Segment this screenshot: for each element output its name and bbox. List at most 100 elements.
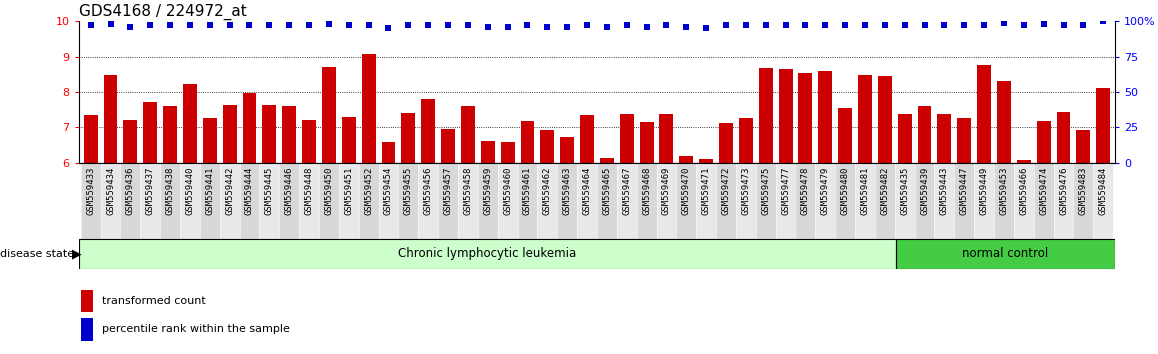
Text: GSM559460: GSM559460 — [503, 167, 512, 215]
Text: GSM559433: GSM559433 — [86, 167, 95, 215]
Bar — [322, 67, 336, 163]
Point — [1075, 23, 1093, 28]
Text: GSM559480: GSM559480 — [841, 167, 850, 215]
Bar — [660, 114, 674, 163]
Bar — [1093, 163, 1113, 239]
Text: GSM559474: GSM559474 — [1039, 167, 1048, 215]
Text: GSM559455: GSM559455 — [404, 167, 413, 215]
Bar — [799, 73, 813, 163]
Text: GSM559458: GSM559458 — [463, 167, 472, 215]
Point — [181, 23, 199, 28]
Bar — [1036, 121, 1050, 163]
Bar — [520, 121, 534, 163]
Text: GSM559465: GSM559465 — [602, 167, 611, 215]
Bar — [997, 81, 1011, 163]
Bar — [279, 163, 299, 239]
Point — [161, 23, 179, 28]
Point — [498, 24, 516, 30]
Point — [101, 21, 119, 27]
Point — [339, 23, 358, 28]
Bar — [994, 163, 1014, 239]
Bar — [422, 99, 435, 163]
Point — [459, 23, 477, 28]
Bar — [958, 118, 972, 163]
Bar — [441, 129, 455, 163]
Point — [915, 23, 933, 28]
Bar — [639, 122, 653, 163]
Bar — [379, 163, 398, 239]
Bar — [680, 156, 694, 163]
Bar — [657, 163, 676, 239]
Point — [439, 23, 457, 28]
Text: GSM559445: GSM559445 — [265, 167, 273, 215]
Point — [558, 24, 577, 30]
Bar — [457, 163, 478, 239]
Text: GSM559438: GSM559438 — [166, 167, 175, 215]
Bar — [144, 102, 157, 163]
Text: GSM559436: GSM559436 — [126, 167, 134, 215]
Bar — [580, 115, 594, 163]
Text: GSM559447: GSM559447 — [960, 167, 969, 215]
Text: GSM559468: GSM559468 — [642, 167, 651, 215]
Bar — [81, 290, 93, 312]
Bar — [200, 163, 220, 239]
Bar — [699, 159, 713, 163]
Text: GSM559479: GSM559479 — [821, 167, 830, 215]
Bar — [478, 163, 498, 239]
Bar — [302, 120, 316, 163]
Bar — [299, 163, 318, 239]
Bar — [577, 163, 598, 239]
Bar — [938, 114, 952, 163]
Bar — [719, 123, 733, 163]
Bar — [878, 76, 892, 163]
Bar — [1056, 112, 1070, 163]
Point — [598, 24, 616, 30]
Text: GSM559442: GSM559442 — [225, 167, 234, 215]
Bar — [418, 163, 438, 239]
Bar — [339, 163, 359, 239]
Text: GSM559472: GSM559472 — [721, 167, 731, 215]
Bar — [242, 93, 256, 163]
Bar — [1097, 88, 1111, 163]
Text: GSM559482: GSM559482 — [880, 167, 889, 215]
Point — [975, 23, 994, 28]
Bar — [359, 163, 379, 239]
Text: GSM559439: GSM559439 — [921, 167, 929, 215]
Bar — [318, 163, 339, 239]
Bar — [598, 163, 617, 239]
Point — [518, 23, 536, 28]
Text: GSM559443: GSM559443 — [940, 167, 948, 215]
Text: GSM559437: GSM559437 — [146, 167, 155, 215]
Text: GSM559453: GSM559453 — [999, 167, 1009, 215]
Bar — [79, 239, 896, 269]
Text: GSM559467: GSM559467 — [622, 167, 631, 215]
Bar — [977, 65, 991, 163]
Point — [141, 23, 160, 28]
Bar — [263, 105, 277, 163]
Bar — [402, 113, 416, 163]
Bar — [283, 106, 296, 163]
Text: GSM559475: GSM559475 — [761, 167, 770, 215]
Bar — [917, 106, 931, 163]
Bar — [163, 106, 177, 163]
Bar — [1073, 163, 1093, 239]
Bar — [897, 114, 911, 163]
Bar — [557, 163, 577, 239]
Text: GSM559451: GSM559451 — [344, 167, 353, 215]
Bar — [541, 130, 555, 163]
Text: GSM559450: GSM559450 — [324, 167, 334, 215]
Text: Chronic lymphocytic leukemia: Chronic lymphocytic leukemia — [398, 247, 577, 261]
Point — [736, 23, 755, 28]
Text: GSM559440: GSM559440 — [185, 167, 195, 215]
Bar — [81, 318, 93, 341]
Text: GSM559452: GSM559452 — [364, 167, 373, 215]
Text: GSM559446: GSM559446 — [285, 167, 294, 215]
Bar — [361, 54, 375, 163]
Text: GSM559463: GSM559463 — [563, 167, 572, 215]
Text: GSM559484: GSM559484 — [1099, 167, 1108, 215]
Text: GSM559481: GSM559481 — [860, 167, 870, 215]
Bar — [896, 239, 1115, 269]
Text: GSM559449: GSM559449 — [980, 167, 989, 215]
Text: GSM559444: GSM559444 — [245, 167, 254, 215]
Bar — [179, 163, 200, 239]
